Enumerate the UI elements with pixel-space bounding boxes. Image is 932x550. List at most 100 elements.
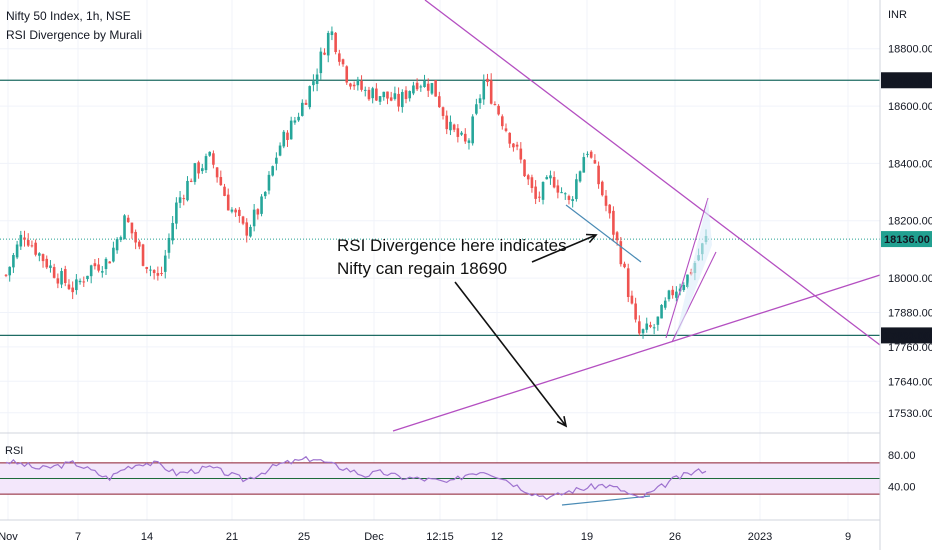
candle-body (486, 78, 489, 82)
price-axis: 18800.00 18600.00 18400.00 18200.00 18000.00… (879, 0, 932, 550)
rsi-tick-label: 40.00 (888, 481, 916, 493)
support-trendline (392, 274, 881, 432)
candle-body (263, 191, 267, 197)
candle-body (23, 237, 26, 240)
candle-body (652, 327, 656, 329)
candle-body (519, 148, 523, 160)
candle-body (67, 284, 71, 290)
price-tick-label: 18400.00 (888, 158, 932, 170)
candle-body (619, 241, 623, 265)
candle-body (238, 209, 241, 216)
candle-body (256, 209, 260, 215)
time-tick-label: Dec (364, 531, 384, 543)
candle-body (412, 85, 415, 94)
price-tick-label: 17640.00 (888, 376, 932, 388)
candle-body (49, 265, 52, 268)
candle-body (93, 263, 97, 267)
candle-body (71, 287, 74, 293)
arrow-to-price-head (585, 233, 598, 244)
candle-body (312, 81, 315, 86)
candle-body (597, 165, 600, 185)
candle-body (626, 268, 630, 297)
symbol-title[interactable]: Nifty 50 Index, 1h, NSE (6, 9, 131, 23)
candle-body (526, 175, 530, 180)
candle-body (623, 263, 626, 268)
trend-lines (392, 0, 881, 506)
candle-body (26, 240, 30, 246)
candle-body (634, 303, 637, 320)
candle-body (397, 93, 400, 107)
candle-body (123, 215, 126, 240)
candle-body (534, 186, 537, 199)
candle-body (226, 194, 230, 211)
channel-fill (675, 198, 712, 340)
horizontal-levels (0, 79, 880, 337)
candle-body (4, 274, 8, 276)
candle-body (100, 271, 104, 273)
study-title[interactable]: RSI Divergence by Murali (6, 28, 143, 42)
candle-body (182, 198, 186, 200)
candle-body (234, 209, 237, 213)
level-tag-label: 17800.00 (884, 330, 930, 342)
candle-body (382, 91, 386, 98)
candle-body (156, 273, 160, 276)
candle-body (52, 267, 56, 278)
candle-body (386, 91, 389, 99)
candle-body (19, 234, 23, 247)
price-tick-label: 18600.00 (888, 101, 932, 113)
candle-body (278, 145, 282, 156)
candle-body (345, 66, 349, 83)
candle-body (378, 96, 382, 102)
candle-body (138, 241, 141, 247)
candle-body (515, 144, 519, 147)
candle-body (293, 120, 297, 123)
candle-body (426, 83, 430, 91)
candle-body (467, 140, 471, 143)
candle-body (675, 291, 678, 298)
candle-body (204, 156, 208, 171)
candle-body (552, 177, 556, 188)
candle-body (60, 271, 63, 285)
candle-body (315, 74, 319, 85)
candle-body (308, 86, 312, 108)
candle-body (275, 157, 278, 164)
candle-body (663, 300, 667, 308)
candle-body (408, 91, 412, 99)
candle-body (549, 175, 552, 179)
candle-body (612, 210, 615, 235)
candle-body (75, 279, 78, 291)
candle-body (330, 31, 334, 36)
time-tick-label: 25 (298, 531, 310, 543)
candle-body (582, 157, 586, 173)
candle-body (575, 179, 578, 200)
candle-body (197, 162, 200, 174)
time-tick-label: 2023 (748, 531, 772, 543)
price-tick-label: 18200.00 (888, 216, 932, 228)
candle-body (563, 193, 567, 195)
candle-body (89, 265, 93, 277)
candle-body (267, 174, 271, 191)
last-price-tag (881, 231, 932, 248)
candle-body (545, 177, 549, 180)
candle-body (500, 116, 504, 127)
candle-body (389, 97, 393, 101)
candle-body (230, 209, 234, 212)
candle-body (589, 151, 593, 158)
candle-body (338, 53, 341, 62)
candle-body (489, 80, 493, 104)
candle-body (356, 79, 360, 86)
candle-body (460, 132, 463, 135)
candle-body (567, 196, 571, 200)
candle-body (523, 159, 526, 177)
candle-body (667, 290, 671, 300)
time-tick-label: 9 (845, 531, 851, 543)
candle-body (419, 86, 423, 88)
candle-body (352, 84, 356, 87)
candle-body (349, 83, 352, 87)
candle-body (630, 295, 634, 304)
annotation-line-2: Nifty can regain 18690 (337, 259, 507, 278)
candle-body (478, 98, 482, 104)
candle-body (463, 133, 467, 142)
candle-body (645, 323, 649, 330)
